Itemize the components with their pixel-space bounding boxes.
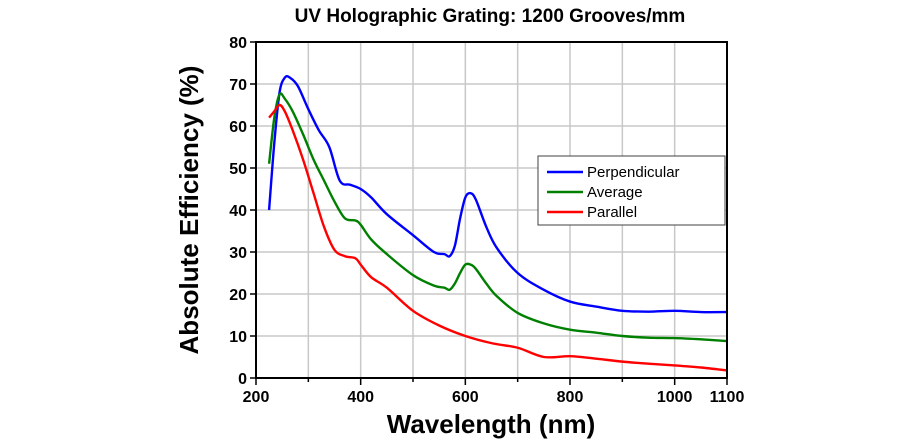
series-line-parallel: [268, 103, 728, 372]
x-axis: 200 400 600 800 1000 1100: [243, 378, 745, 406]
y-tick-label: 20: [229, 287, 247, 304]
legend-label-parallel: Parallel: [587, 204, 637, 221]
legend-label-perpendicular: Perpendicular: [587, 164, 680, 181]
y-tick-label: 0: [238, 371, 247, 388]
y-tick-label: 80: [229, 35, 247, 52]
x-tick-label: 800: [557, 389, 584, 406]
y-tick-label: 40: [229, 203, 247, 220]
y-axis-label: Absolute Efficiency (%): [174, 66, 204, 355]
x-tick-label: 600: [452, 389, 479, 406]
series-group: [267, 75, 728, 372]
chart-title: UV Holographic Grating: 1200 Grooves/mm: [295, 6, 686, 27]
y-tick-label: 50: [229, 161, 247, 178]
legend-label-average: Average: [587, 184, 643, 201]
y-tick-label: 30: [229, 245, 247, 262]
y-tick-label: 70: [229, 77, 247, 94]
y-axis: 0 10 20 30 40 50 60 70 80: [229, 35, 256, 388]
y-tick-label: 60: [229, 119, 247, 136]
series-line-average: [267, 92, 728, 343]
x-tick-label: 1000: [657, 389, 693, 406]
x-axis-label: Wavelength (nm): [387, 409, 595, 439]
x-tick-label: 400: [347, 389, 374, 406]
legend: Perpendicular Average Parallel: [537, 155, 726, 226]
y-tick-label: 10: [229, 329, 247, 346]
series-line-perpendicular: [267, 75, 728, 314]
legend-box: [537, 155, 726, 226]
x-tick-label: 200: [243, 389, 270, 406]
x-tick-label: 1100: [710, 389, 745, 406]
